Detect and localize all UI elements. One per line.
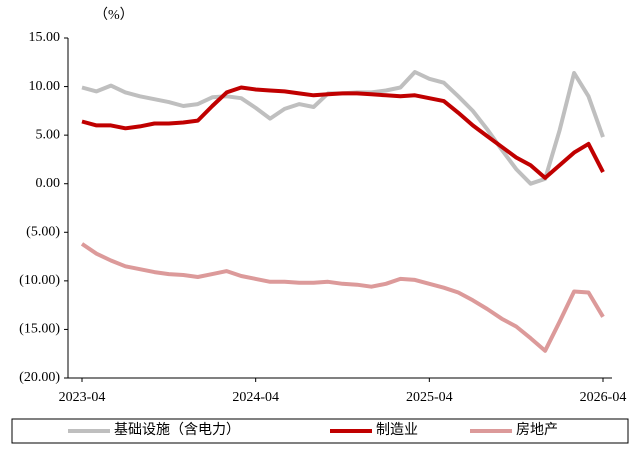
- series-line: [81, 70, 605, 186]
- legend-label: 基础设施（含电力）: [114, 421, 240, 438]
- x-tick-label: 2025-04: [406, 390, 453, 405]
- legend-label: 制造业: [376, 422, 418, 438]
- unit-label: （%）: [94, 7, 134, 23]
- x-tick-label: 2024-04: [232, 390, 279, 405]
- y-tick-label: (10.00): [19, 273, 60, 288]
- x-tick-label: 2026-04: [580, 390, 627, 405]
- y-tick-label: (20.00): [19, 370, 60, 385]
- y-tick-label: 0.00: [36, 176, 61, 191]
- legend-box: [11, 418, 629, 444]
- series-line: [80, 242, 605, 353]
- legend-label: 房地产: [516, 422, 558, 438]
- y-tick-label: 5.00: [36, 127, 61, 142]
- y-tick-label: (15.00): [19, 322, 60, 337]
- y-tick-label: (5.00): [26, 225, 60, 240]
- x-tick-label: 2023-04: [59, 390, 106, 405]
- y-tick-label: 10.00: [29, 79, 61, 94]
- y-tick-label: 15.00: [29, 30, 61, 45]
- series-line: [81, 85, 605, 180]
